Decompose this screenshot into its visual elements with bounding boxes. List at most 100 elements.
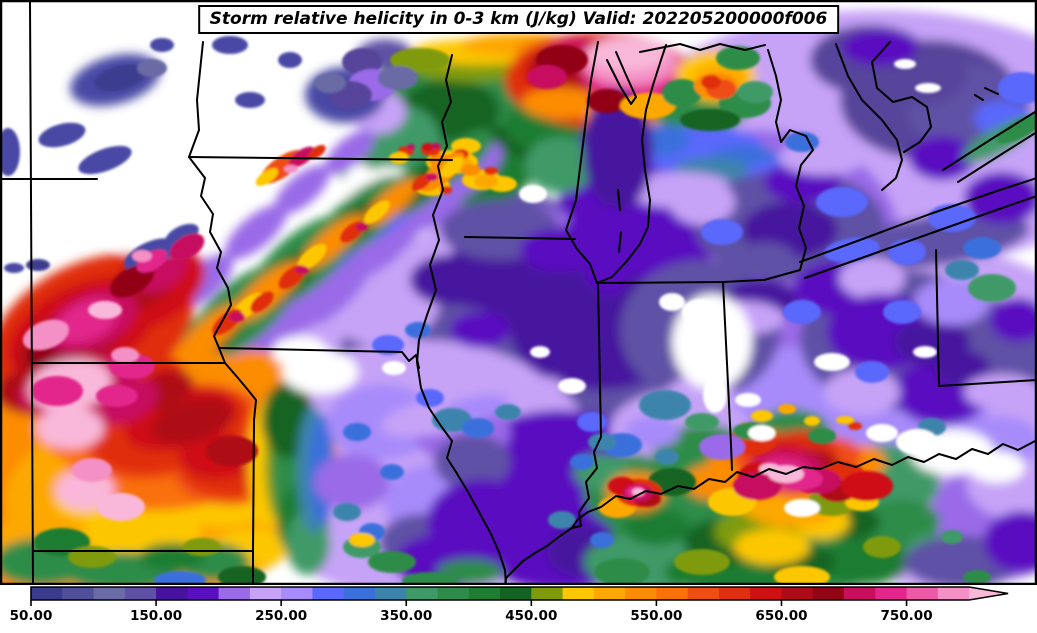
colorbar-segment xyxy=(750,587,783,600)
field-blob xyxy=(527,65,567,89)
state-borders xyxy=(0,1,1037,585)
field-blob xyxy=(38,122,86,148)
field-blob xyxy=(996,112,1037,144)
field-blob xyxy=(150,38,174,52)
field-blob xyxy=(368,551,416,573)
colorbar: 50.00 150.00 250.00 350.00 450.00 550.00 650.0… xyxy=(10,586,1009,624)
field-blob xyxy=(685,413,719,431)
field-blob xyxy=(250,291,274,313)
field-blob xyxy=(462,418,494,438)
field-blob xyxy=(480,270,580,330)
field-blob xyxy=(669,179,735,225)
field-blob xyxy=(896,429,938,455)
colorbar-segment xyxy=(531,587,564,600)
field-blob xyxy=(22,319,70,351)
field-blob xyxy=(804,416,820,426)
field-blob xyxy=(390,48,450,72)
field-blob xyxy=(587,89,627,113)
field-blob xyxy=(964,172,1037,224)
colorbar-segment xyxy=(625,587,657,600)
field-blob xyxy=(894,59,916,69)
field-blob xyxy=(72,458,112,482)
field-blob xyxy=(839,257,905,299)
field-blob xyxy=(402,572,458,585)
field-blob xyxy=(434,434,510,490)
field-blob xyxy=(945,260,979,280)
field-blob xyxy=(183,538,221,556)
field-blob xyxy=(888,239,926,265)
field-blob xyxy=(778,404,796,414)
field-blob xyxy=(68,546,116,568)
field-blob xyxy=(748,425,776,441)
field-blob xyxy=(151,397,233,445)
field-blob xyxy=(137,59,167,77)
field-blob xyxy=(836,416,854,424)
field-blob xyxy=(495,404,521,420)
colorbar-segment xyxy=(218,587,251,600)
field-blob xyxy=(289,146,315,168)
colorbar-tick-label: 350.00 xyxy=(380,608,432,624)
field-blob xyxy=(284,165,298,173)
field-blob xyxy=(484,167,498,175)
field-blob xyxy=(964,374,1037,410)
colorbar-segment xyxy=(656,587,689,600)
field-blob xyxy=(356,223,368,231)
field-blob xyxy=(863,536,901,558)
field-blob xyxy=(380,464,404,480)
colorbar-segment xyxy=(812,587,845,600)
field-blob xyxy=(969,451,1025,483)
field-blob xyxy=(841,471,893,501)
field-blob xyxy=(325,129,375,175)
field-blob xyxy=(36,407,104,449)
colorbar-segment xyxy=(187,587,220,600)
field-blob xyxy=(590,532,614,548)
field-blob xyxy=(519,185,547,203)
field-blob xyxy=(78,145,132,175)
field-blob xyxy=(580,205,636,295)
field-blob xyxy=(4,263,24,273)
field-blob xyxy=(440,156,464,178)
field-blob xyxy=(333,503,361,521)
field-blob xyxy=(963,570,991,584)
field-blob xyxy=(680,109,740,131)
field-blob xyxy=(662,79,702,107)
colorbar-segment xyxy=(343,587,376,600)
field-blob xyxy=(990,298,1037,342)
colorbar-segment xyxy=(281,587,314,600)
map-frame xyxy=(0,0,1037,585)
colorbar-tick-label: 750.00 xyxy=(881,608,933,624)
colorbar-segment xyxy=(156,587,188,600)
colorbar-segment xyxy=(781,587,814,600)
field-blob xyxy=(558,378,586,394)
field-blob xyxy=(737,81,773,103)
field-blob xyxy=(410,255,490,305)
field-blob xyxy=(212,36,248,54)
field-blob xyxy=(136,249,168,273)
field-blob xyxy=(659,293,685,311)
field-blob xyxy=(422,143,434,151)
field-blob xyxy=(783,300,821,324)
field-blob xyxy=(734,529,810,565)
field-blob xyxy=(842,30,918,66)
field-blob xyxy=(716,46,760,70)
colorbar-segment xyxy=(312,587,345,600)
colorbar-segment xyxy=(562,587,595,600)
field-blob xyxy=(655,449,679,465)
field-blob xyxy=(363,200,391,224)
field-blob xyxy=(461,164,481,176)
field-blob xyxy=(308,144,326,160)
field-blob xyxy=(934,350,990,386)
colorbar-segment xyxy=(937,587,970,600)
field-blob xyxy=(583,90,653,210)
colorbar-tick-label: 250.00 xyxy=(255,608,307,624)
field-blob xyxy=(405,322,431,338)
field-blob xyxy=(808,428,836,444)
field-blob xyxy=(378,66,418,90)
field-blob xyxy=(26,259,50,271)
field-blob xyxy=(682,299,718,325)
field-blob xyxy=(314,73,346,93)
field-blob xyxy=(416,389,444,407)
colorbar-segment xyxy=(31,587,63,600)
colorbar-segment xyxy=(593,587,626,600)
